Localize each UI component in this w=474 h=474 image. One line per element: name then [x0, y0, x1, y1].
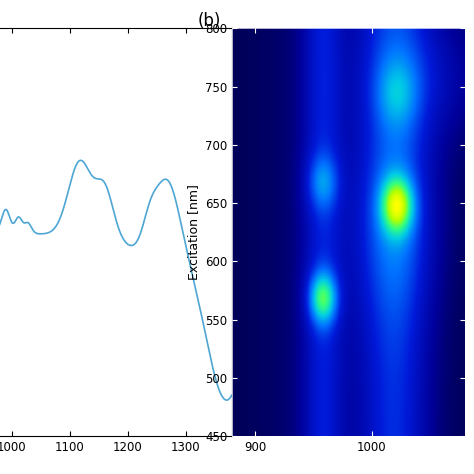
- Text: (b): (b): [197, 12, 221, 30]
- Y-axis label: Excitation [nm]: Excitation [nm]: [187, 184, 200, 280]
